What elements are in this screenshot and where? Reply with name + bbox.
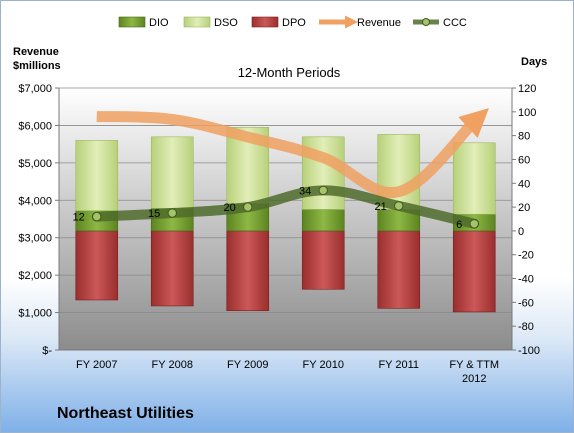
tick-label-right: 60 — [518, 154, 530, 166]
tick-label-right: -60 — [518, 297, 534, 309]
category-label: FY 2009 — [227, 359, 268, 371]
ccc-point — [394, 201, 404, 211]
legend-item-dio: DIO — [118, 16, 169, 29]
legend-item-revenue: Revenue — [319, 15, 401, 29]
legend-label: CCC — [443, 17, 467, 29]
tick-label-left: $7,000 — [18, 83, 52, 95]
legend-label: DIO — [149, 17, 169, 29]
tick-label-right: 80 — [518, 131, 530, 143]
tick-label-right: 120 — [518, 83, 536, 95]
tick-label-left: $- — [42, 345, 52, 357]
legend-swatch — [251, 16, 279, 28]
ccc-point — [243, 202, 253, 212]
legend-item-dso: DSO — [183, 16, 238, 29]
tick-label-left: $4,000 — [18, 195, 52, 207]
category-label: FY 2008 — [152, 359, 193, 371]
ccc-data-label: 15 — [148, 208, 160, 220]
legend-label: DPO — [282, 17, 306, 29]
bar-dpo — [75, 230, 119, 301]
tick-label-right: 20 — [518, 202, 530, 214]
ccc-point — [318, 185, 328, 196]
ccc-point — [92, 211, 102, 222]
tick-label-right: -100 — [518, 345, 540, 357]
tick-label-right: -80 — [518, 321, 534, 333]
ccc-data-label: 6 — [456, 219, 462, 231]
bar-dpo — [377, 230, 421, 309]
bar-dpo — [226, 230, 270, 311]
ccc-point — [167, 208, 177, 218]
company-name: Northeast Utilities — [57, 405, 194, 422]
chart-title: 12-Month Periods — [238, 65, 341, 80]
tick-label-left: $2,000 — [18, 270, 52, 282]
y-axis-left-title: Revenue $millions — [13, 46, 61, 72]
bar-dpo — [301, 230, 345, 290]
tick-label-right: -20 — [518, 250, 534, 262]
legend-swatch — [118, 16, 146, 28]
revenue-line — [96, 108, 489, 199]
legend-swatch — [183, 16, 211, 28]
tick-labels: $- $1,000 $2,000 $3,000 $4,000 $5,000 $6,000 $7… — [18, 83, 540, 357]
y-axis-right-title: Days — [521, 56, 547, 68]
tick-label-left: $5,000 — [18, 158, 52, 170]
legend-marker — [422, 18, 430, 26]
tick-label-right: 100 — [518, 107, 536, 119]
legend-item-dpo: DPO — [251, 16, 306, 29]
tick-label-right: -40 — [518, 274, 534, 286]
bar-dio — [301, 209, 345, 232]
category-label: FY 2010 — [303, 359, 344, 371]
ccc-data-label: 21 — [375, 201, 387, 213]
bar-dso — [75, 140, 119, 211]
category-label: FY & TTM 2012 — [449, 359, 499, 385]
category-label: FY 2011 — [378, 359, 419, 371]
legend: DIO DSO DPO Revenue CCC — [118, 15, 467, 29]
ccc-line — [91, 185, 480, 229]
category-label: FY 2007 — [76, 359, 117, 371]
ccc-data-label: 12 — [73, 212, 85, 224]
bar-dso — [150, 136, 194, 209]
ccc-data-label: 34 — [299, 185, 311, 197]
bar-dpo — [150, 230, 194, 307]
ccc-data-label: 20 — [224, 202, 236, 214]
tick-label-right: 40 — [518, 178, 530, 190]
tick-label-left: $3,000 — [18, 233, 52, 245]
bar-dso — [452, 142, 496, 215]
legend-label: DSO — [214, 17, 238, 29]
tick-label-left: $1,000 — [18, 308, 52, 320]
ccc-point — [469, 219, 479, 229]
legend-label: Revenue — [357, 17, 401, 29]
axes — [58, 88, 513, 351]
lines: 12 15 20 34 21 6 — [73, 108, 489, 231]
bar-dpo — [452, 230, 496, 313]
tick-label-left: $6,000 — [18, 120, 52, 132]
tick-label-right: 0 — [518, 226, 524, 238]
legend-item-ccc: CCC — [413, 17, 467, 29]
category-labels: FY 2007 FY 2008 FY 2009 FY 2010 FY 2011 FY & … — [76, 359, 499, 385]
